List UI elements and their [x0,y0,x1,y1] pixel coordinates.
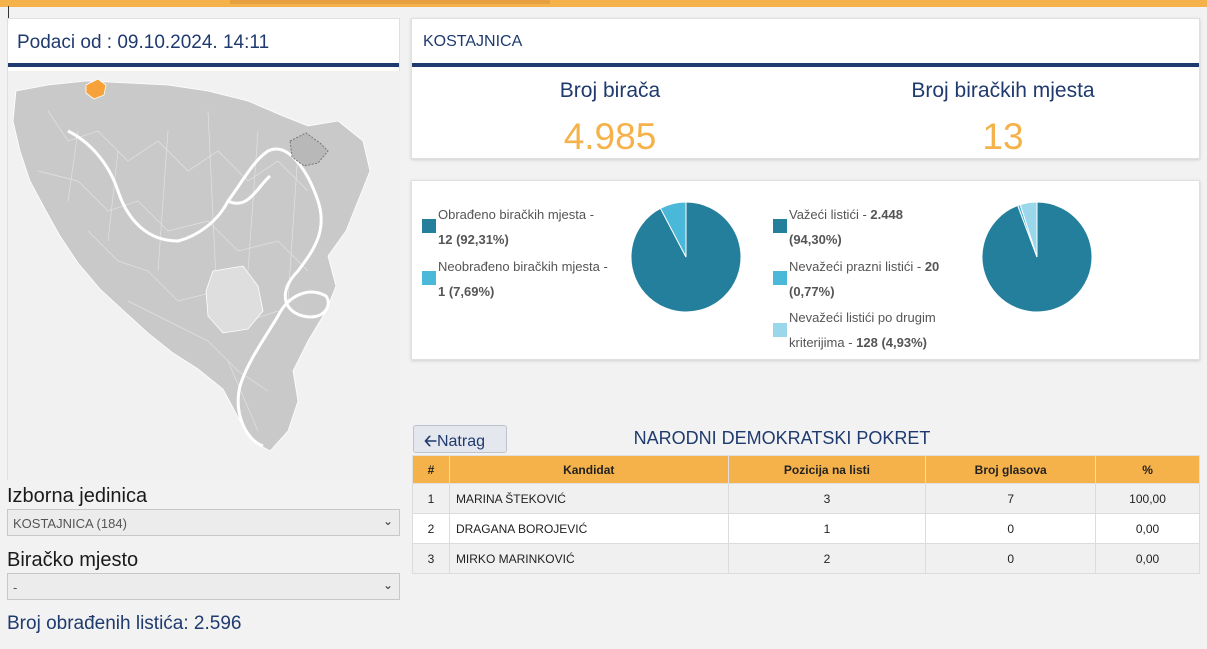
legend-text: Nevažeći listići po drugim [789,310,936,325]
polling-station-label: Biračko mjesto [7,549,139,571]
list-position: 1 [727,513,927,544]
kostajnica-highlight[interactable] [85,78,107,100]
arrow-left-icon: 🡠 [424,433,437,450]
polling-stations-label: Broj biračkih mjesta [911,79,1095,102]
legend-value: 1 (7,69%) [438,284,495,299]
sarajevo-region [205,265,264,334]
list-position: 2 [727,543,927,574]
pie-charts-panel: Obrađeno biračkih mjesta - 12 (92,31%) N… [411,180,1200,360]
list-position: 3 [727,483,927,514]
legend-item-other-invalid: Nevažeći listići po drugim kriterijima -… [789,305,936,355]
brcko-district [289,132,329,167]
text-cursor [8,6,9,20]
vote-percent: 0,00 [1095,513,1200,544]
legend-item-unprocessed: Neobrađeno biračkih mjesta - 1 (7,69%) [438,254,608,304]
chevron-down-icon: ⌄ [382,514,393,528]
legend-item-valid: Važeći listići - 2.448 (94,30%) [789,202,903,252]
polling-stations-value: 13 [982,116,1024,157]
map-panel: Podaci od : 09.10.2024. 14:11 + - [7,18,401,531]
row-number: 1 [412,483,450,514]
legend-text: Nevažeći prazni listići - 20 [789,259,940,274]
table-header-row: # Kandidat Pozicija na listi Broj glasov… [412,455,1200,484]
district-label: Izborna jedinica [7,485,148,507]
col-number[interactable]: # [412,455,450,484]
municipality-lines [37,110,309,432]
candidate-name: MIRKO MARINKOVIĆ [448,543,729,574]
row-number: 3 [412,543,450,574]
col-list-position[interactable]: Pozicija na listi [727,455,927,484]
legend-swatch-processed [422,219,436,233]
table-row[interactable]: 2 DRAGANA BOROJEVIĆ 1 0 0,00 [412,513,1200,544]
polling-station-select-value: - [13,580,18,595]
pie-slice-2[interactable] [1019,201,1038,258]
pie-processed-stations[interactable] [630,201,742,313]
legend-value: kriterijima - 128 (4,93%) [789,335,927,350]
bih-map[interactable] [8,71,401,481]
country-shape[interactable] [12,80,371,452]
top-accent-tab [230,0,550,4]
map-container[interactable]: + - [8,71,401,531]
col-percent[interactable]: % [1095,455,1200,484]
vote-count: 0 [925,543,1097,574]
vote-count: 0 [925,513,1097,544]
chevron-down-icon: ⌄ [382,578,393,592]
legend-swatch-other-invalid [773,323,787,337]
legend-item-blank-invalid: Nevažeći prazni listići - 20 (0,77%) [789,254,939,304]
col-votes[interactable]: Broj glasova [925,455,1097,484]
col-candidate[interactable]: Kandidat [448,455,729,484]
legend-item-processed: Obrađeno biračkih mjesta - 12 (92,31%) [438,202,594,252]
back-button[interactable]: 🡠Natrag [413,425,507,453]
data-timestamp: Podaci od : 09.10.2024. 14:11 [8,19,399,67]
legend-text: Neobrađeno biračkih mjesta - [438,259,608,274]
candidate-name: DRAGANA BOROJEVIĆ [448,513,729,544]
vote-percent: 100,00 [1095,483,1200,514]
municipality-title: KOSTAJNICA [412,19,1199,67]
table-row[interactable]: 1 MARINA ŠTEKOVIĆ 3 7 100,00 [412,483,1200,514]
candidate-name: MARINA ŠTEKOVIĆ [448,483,729,514]
back-button-label: Natrag [436,433,485,450]
legend-value: (0,77%) [789,284,835,299]
legend-text: Važeći listići - 2.448 [789,207,903,222]
table-row[interactable]: 3 MIRKO MARINKOVIĆ 2 0 0,00 [412,543,1200,574]
legend-swatch-valid [773,219,787,233]
vote-count: 7 [925,483,1097,514]
party-title: NARODNI DEMOKRATSKI POKRET [633,428,931,448]
entity-border [67,129,330,448]
candidates-table: # Kandidat Pozicija na listi Broj glasov… [412,455,1200,574]
district-select[interactable]: KOSTAJNICA (184) ⌄ [7,509,400,536]
district-select-value: KOSTAJNICA (184) [13,516,127,531]
legend-swatch-unprocessed [422,271,436,285]
pie-ballots[interactable] [981,201,1093,313]
processed-ballots-count: Broj obrađenih listića: 2.596 [7,613,242,634]
pie-slice-1[interactable] [659,201,687,258]
legend-value: 12 (92,31%) [438,232,509,247]
row-number: 2 [412,513,450,544]
top-accent-bar [0,0,1207,7]
polling-station-select[interactable]: - ⌄ [7,573,400,600]
legend-swatch-blank-invalid [773,271,787,285]
stats-panel: KOSTAJNICA Broj birača 4.985 Broj biračk… [411,18,1200,159]
voters-label: Broj birača [559,79,661,102]
legend-text: Obrađeno biračkih mjesta - [438,207,595,222]
voters-value: 4.985 [563,116,657,157]
legend-value: (94,30%) [789,232,842,247]
vote-percent: 0,00 [1095,543,1200,574]
